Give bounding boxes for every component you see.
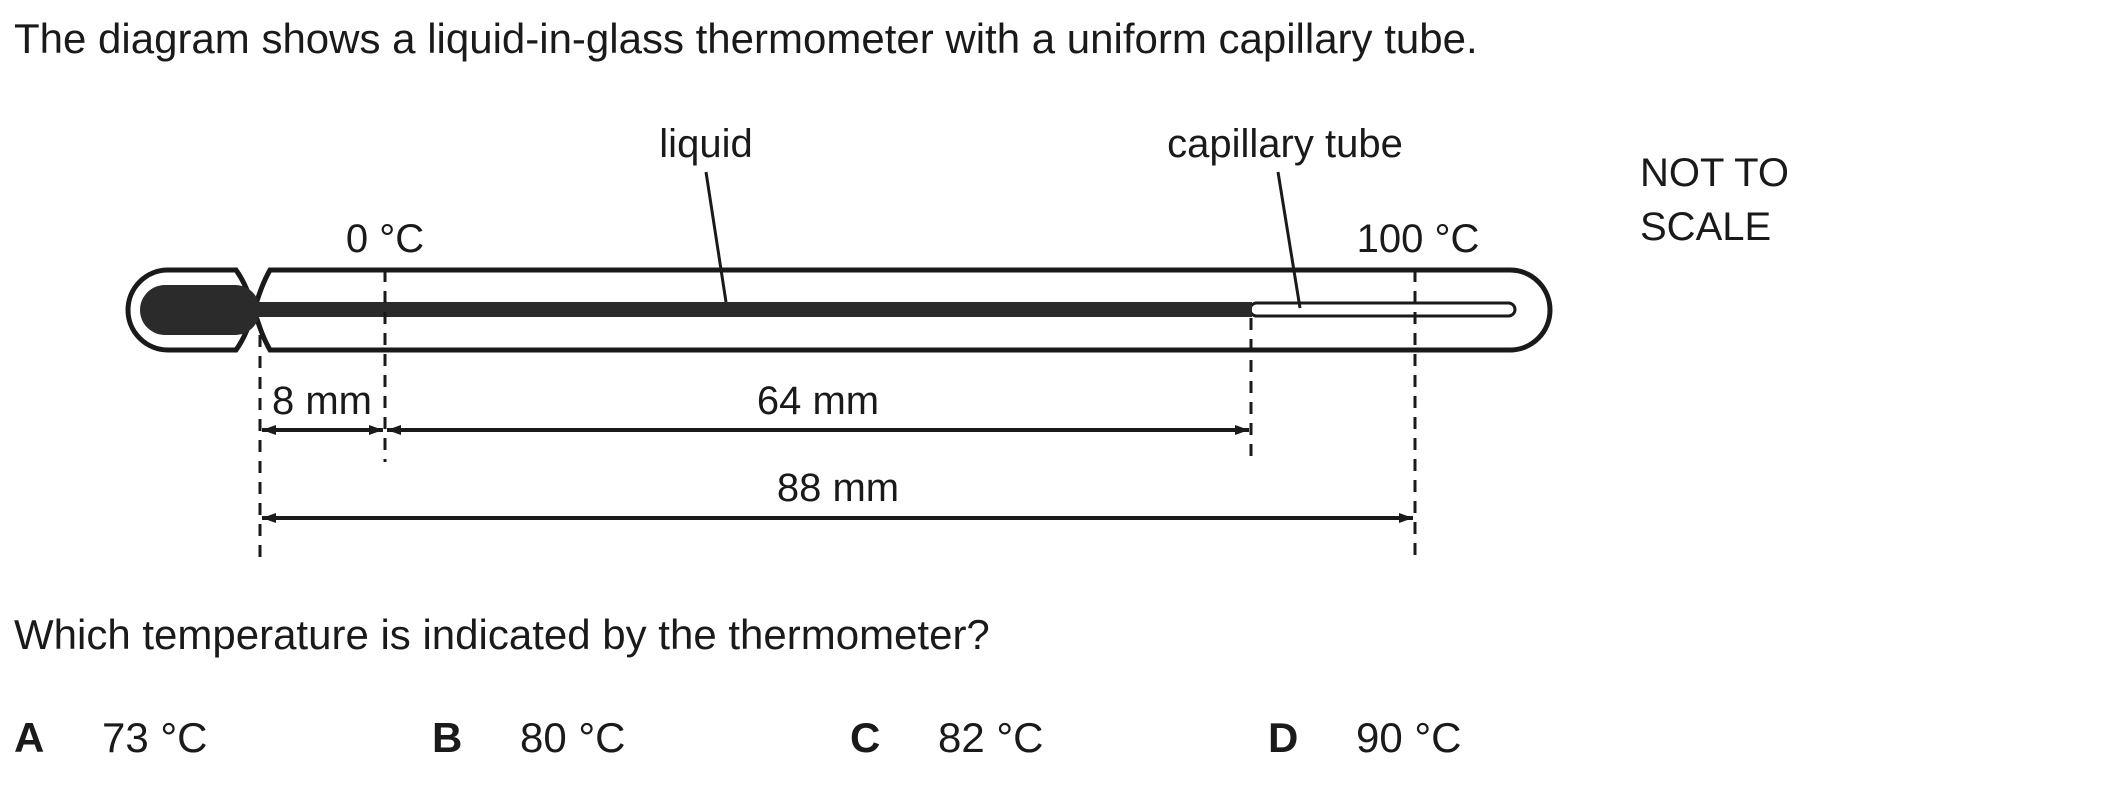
option-b[interactable]: B 80 °C	[432, 713, 626, 763]
question-stem: The diagram shows a liquid-in-glass ther…	[14, 15, 1478, 62]
liquid-leader-line	[704, 171, 728, 303]
bulb-liquid	[140, 285, 260, 335]
option-a[interactable]: A 73 °C	[14, 713, 208, 763]
thermometer-glass	[125, 267, 1553, 353]
option-b-letter: B	[432, 714, 463, 761]
label-not-to-scale-1: NOT TO	[1640, 151, 1789, 195]
option-d[interactable]: D 90 °C	[1268, 713, 1462, 763]
label-capillary-tube: capillary tube	[1167, 122, 1403, 166]
option-a-letter: A	[14, 714, 45, 761]
liquid-column	[250, 302, 1252, 317]
label-hundred-celsius: 100 °C	[1357, 217, 1480, 261]
option-d-value: 90 °C	[1356, 714, 1462, 761]
capillary-leader-line	[1276, 171, 1302, 309]
option-d-letter: D	[1268, 714, 1299, 761]
option-c[interactable]: C 82 °C	[850, 713, 1044, 763]
option-a-value: 73 °C	[102, 714, 208, 761]
capillary-bore	[1248, 301, 1517, 318]
option-c-value: 82 °C	[938, 714, 1044, 761]
question-prompt: Which temperature is indicated by the th…	[14, 611, 990, 658]
label-dimension-8mm: 8 mm	[272, 379, 372, 423]
label-liquid: liquid	[659, 122, 752, 166]
thermometer-diagram: liquid capillary tube 0 °C 100 °C NOT TO…	[125, 122, 1789, 560]
label-zero-celsius: 0 °C	[346, 217, 424, 261]
option-b-value: 80 °C	[520, 714, 626, 761]
label-not-to-scale-2: SCALE	[1640, 205, 1771, 249]
label-dimension-88mm: 88 mm	[777, 466, 899, 510]
option-c-letter: C	[850, 714, 881, 761]
label-dimension-64mm: 64 mm	[757, 379, 879, 423]
